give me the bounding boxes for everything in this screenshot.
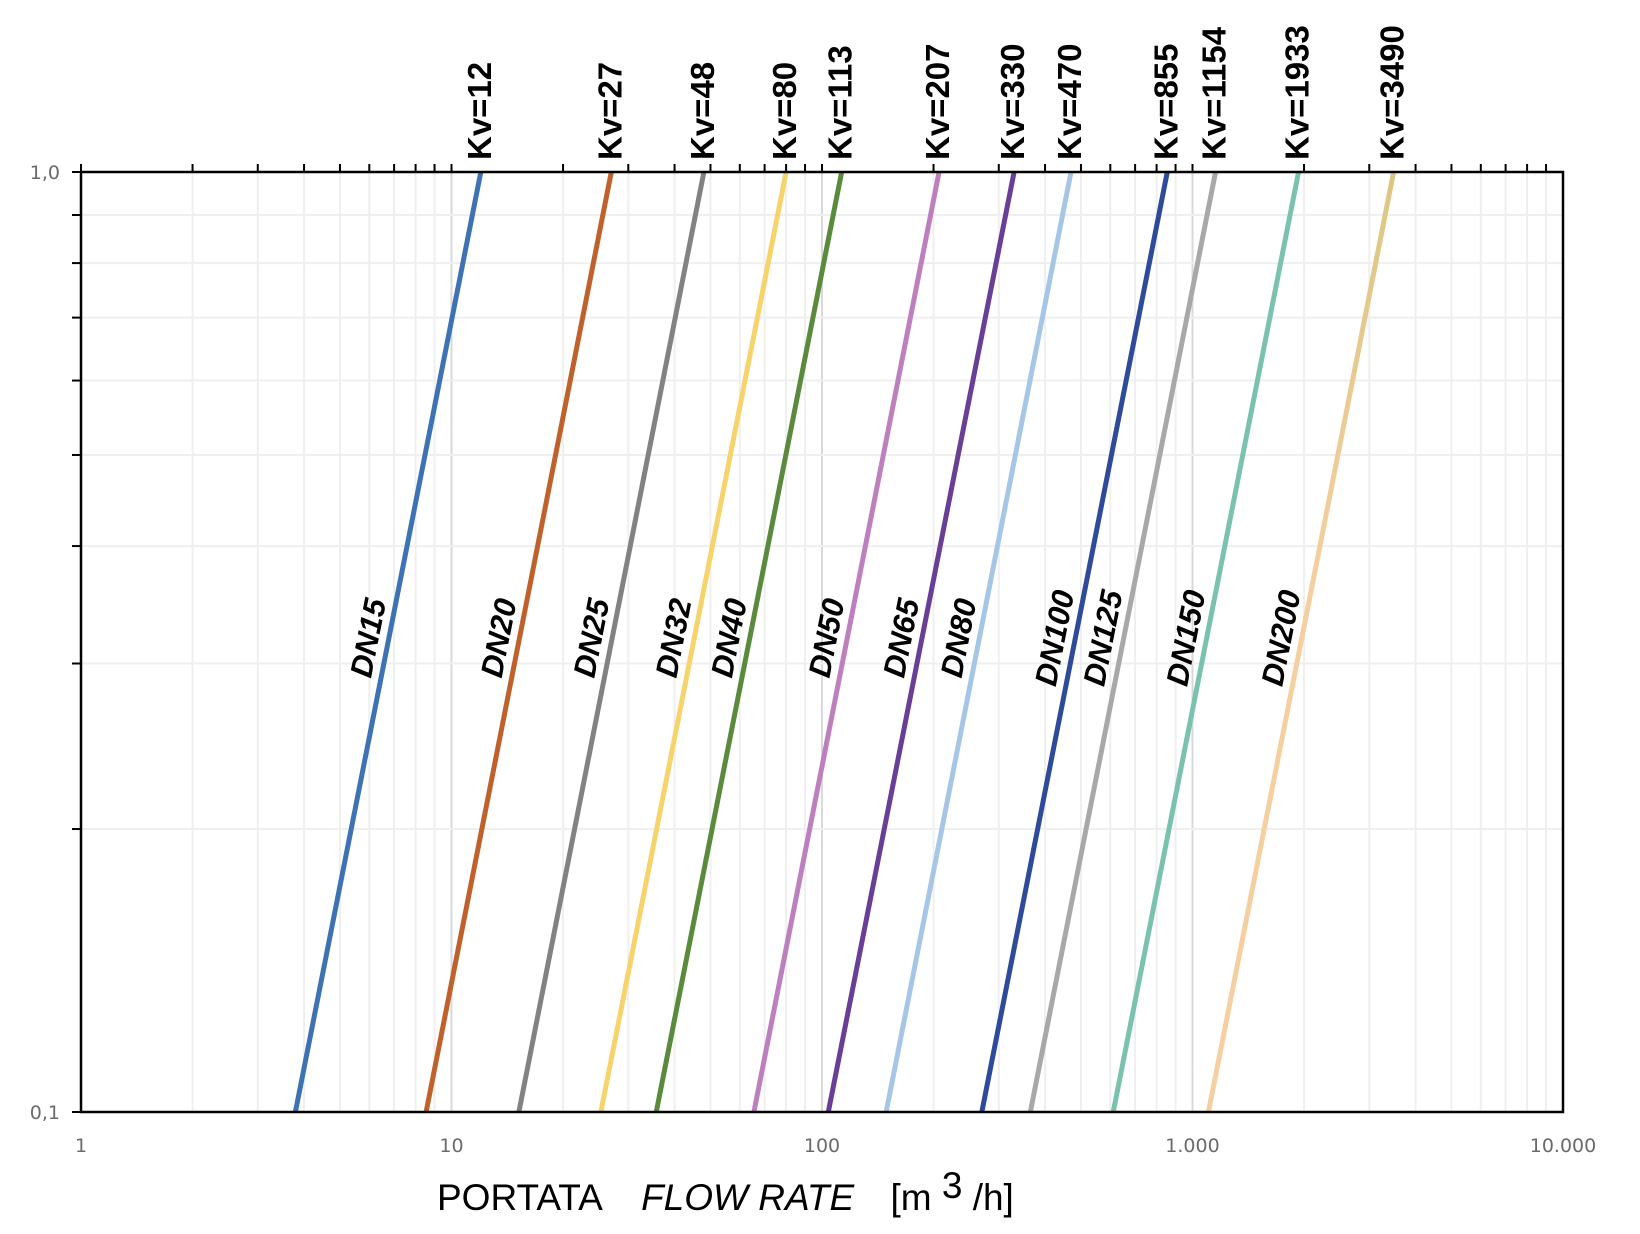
kv-label-dn80: Kv=470 <box>1051 43 1088 160</box>
kv-label-dn20: Kv=27 <box>591 62 628 160</box>
series-line-dn65 <box>825 171 1017 1113</box>
kv-label-dn32: Kv=80 <box>766 62 803 160</box>
series-line-dn80 <box>883 171 1074 1113</box>
kv-label-dn65: Kv=330 <box>994 43 1031 160</box>
dn-label-dn65: DN65 <box>876 595 926 680</box>
series-line-dn100 <box>979 171 1170 1113</box>
dn-labels: DN15 DN20 DN25 DN32 DN40 DN50 DN65 DN80 DN100DN1… <box>343 587 1307 689</box>
kv-label-dn150: Kv=1933 <box>1279 25 1316 160</box>
kv-label-dn200: Kv=3490 <box>1374 25 1411 160</box>
kv-labels: Kv=12 Kv=27 Kv=48 Kv=80 Kv=113 Kv=207 Kv=330 Kv… <box>461 25 1411 160</box>
x-axis-title-unit-sup: 3 <box>942 1165 963 1206</box>
series-line-dn200 <box>1205 171 1397 1113</box>
x-axis-title-unit-open: [m <box>890 1177 931 1218</box>
x-axis-title-part1: PORTATA <box>437 1177 603 1218</box>
series-line-dn20 <box>423 171 614 1113</box>
series-line-dn125 <box>1027 171 1219 1113</box>
axis-ticks <box>72 164 1548 1113</box>
kv-label-dn25: Kv=48 <box>684 62 721 160</box>
series-line-dn150 <box>1110 171 1302 1113</box>
y-tick-label: 0,1 <box>30 1102 60 1124</box>
kv-label-dn50: Kv=207 <box>919 43 956 160</box>
x-axis-title: PORTATA FLOW RATE [m 3 /h] <box>437 1165 1014 1218</box>
x-tick-label: 10.000 <box>1530 1135 1596 1157</box>
kv-label-dn100: Kv=855 <box>1147 43 1184 160</box>
dn-label-dn25: DN25 <box>567 595 617 680</box>
series-lines <box>292 171 1397 1113</box>
kv-label-dn15: Kv=12 <box>461 62 498 160</box>
x-axis-title-part2: FLOW RATE <box>641 1177 855 1218</box>
series-line-dn25 <box>516 171 707 1113</box>
axis-tick-labels: 1 10 100 1.000 10.000 0,1 1,0 <box>30 162 1596 1157</box>
x-tick-label: 1.000 <box>1165 1135 1219 1157</box>
series-line-dn50 <box>751 171 942 1113</box>
series-line-dn32 <box>598 171 789 1113</box>
x-tick-label: 1 <box>75 1135 87 1157</box>
series-line-dn40 <box>653 171 845 1113</box>
series-line-dn15 <box>292 171 484 1113</box>
x-tick-label: 100 <box>804 1135 840 1157</box>
x-tick-label: 10 <box>439 1135 463 1157</box>
x-axis-title-unit-close: /h] <box>973 1177 1014 1218</box>
kv-label-dn40: Kv=113 <box>822 45 859 160</box>
kv-label-dn125: Kv=1154 <box>1196 26 1233 160</box>
y-tick-label: 1,0 <box>30 162 60 184</box>
dn-label-dn15: DN15 <box>343 595 393 680</box>
